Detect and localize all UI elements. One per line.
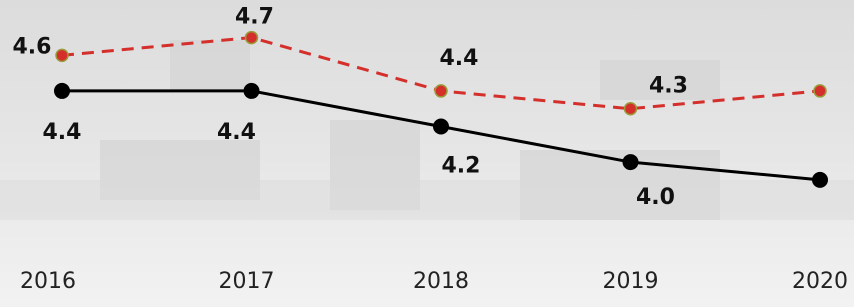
data-label: 4.0 bbox=[636, 185, 675, 210]
data-label: 4.4 bbox=[217, 120, 256, 145]
data-point bbox=[246, 32, 258, 44]
x-tick-label: 2019 bbox=[603, 269, 659, 294]
data-label: 4.4 bbox=[43, 120, 82, 145]
data-label: 4.4 bbox=[440, 46, 479, 71]
data-point bbox=[814, 85, 826, 97]
data-point bbox=[56, 49, 68, 61]
x-tick-label: 2016 bbox=[20, 269, 76, 294]
data-point bbox=[435, 85, 447, 97]
data-point bbox=[812, 172, 828, 188]
chart: 2016 2017 2018 2019 2020 4.6 4.7 4.4 4.3 4.4 4.4 4.… bbox=[0, 0, 854, 307]
data-point bbox=[623, 154, 639, 170]
data-label: 4.3 bbox=[649, 74, 688, 99]
data-point bbox=[625, 103, 637, 115]
x-tick-label: 2020 bbox=[792, 269, 848, 294]
data-point bbox=[54, 83, 70, 99]
data-label: 4.2 bbox=[442, 154, 481, 179]
data-label: 4.6 bbox=[13, 34, 52, 59]
data-label: 4.7 bbox=[235, 5, 274, 30]
x-tick-label: 2017 bbox=[219, 269, 275, 294]
data-point bbox=[433, 119, 449, 135]
x-tick-label: 2018 bbox=[413, 269, 469, 294]
data-point bbox=[244, 83, 260, 99]
